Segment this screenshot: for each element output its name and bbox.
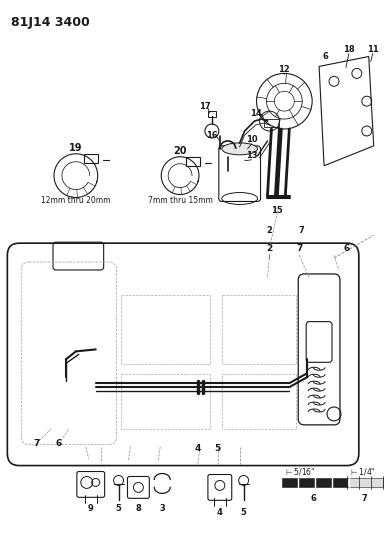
Text: 5: 5 (116, 504, 121, 513)
Text: 81J14 3400: 81J14 3400 (11, 16, 90, 29)
Text: 6: 6 (344, 244, 350, 253)
Text: 2: 2 (266, 226, 272, 235)
Text: 17: 17 (199, 102, 211, 111)
Text: 9: 9 (88, 504, 94, 513)
Text: 16: 16 (206, 132, 218, 140)
Text: 12mm thru 20mm: 12mm thru 20mm (41, 196, 110, 205)
Text: 18: 18 (343, 45, 355, 54)
Bar (222, 295, 296, 364)
Text: 4: 4 (217, 508, 223, 516)
Text: 10: 10 (246, 135, 258, 144)
Bar (84, 154, 98, 163)
Text: 11: 11 (367, 45, 378, 54)
Bar (222, 374, 296, 429)
Text: 7: 7 (362, 494, 368, 503)
Text: 20: 20 (173, 146, 187, 156)
Bar (281, 479, 349, 487)
Text: 2: 2 (266, 244, 273, 253)
Bar (121, 295, 210, 364)
Text: 6: 6 (310, 494, 316, 503)
Text: 4: 4 (195, 444, 201, 453)
Text: 12: 12 (279, 65, 290, 74)
Text: 8: 8 (135, 504, 141, 513)
Text: 7: 7 (33, 439, 39, 448)
Text: 5: 5 (241, 508, 247, 516)
Text: 7: 7 (296, 244, 302, 253)
Text: 14: 14 (250, 109, 261, 118)
Text: 19: 19 (69, 143, 82, 153)
Text: 3: 3 (159, 504, 165, 513)
Bar (265, 119, 279, 127)
Bar (347, 479, 383, 487)
Ellipse shape (222, 143, 258, 155)
Bar (208, 111, 216, 117)
Text: 6: 6 (56, 439, 62, 448)
Text: 7mm thru 15mm: 7mm thru 15mm (148, 196, 212, 205)
Bar (186, 157, 200, 166)
Text: $\vdash$5/16": $\vdash$5/16" (284, 466, 316, 477)
Text: 6: 6 (322, 52, 328, 61)
Text: 15: 15 (272, 206, 283, 215)
Text: 5: 5 (215, 444, 221, 453)
Text: 7: 7 (298, 226, 304, 235)
Text: $\vdash$1/4": $\vdash$1/4" (349, 466, 375, 477)
Text: 13: 13 (246, 151, 258, 160)
Bar (121, 374, 210, 429)
